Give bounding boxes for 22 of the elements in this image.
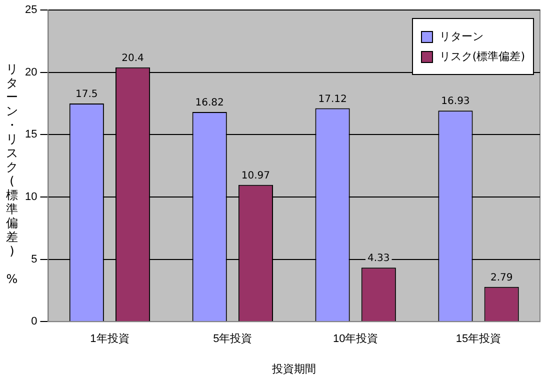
data-label: 17.12 [318,94,347,105]
text: リターン・リスク(標準偏差) % [6,62,18,286]
data-label: 10.97 [241,170,270,182]
y-tick-label: 5 [31,253,38,266]
y-tick-label: 20 [24,66,38,78]
x-tick-label: 15年投資 [456,333,502,346]
data-label: 16.93 [441,96,470,108]
x-axis-title: 投資期間 [271,363,316,376]
data-label: 16.82 [195,98,224,109]
y-tick-label: 10 [24,190,38,203]
x-tick-label: 1年投資 [90,333,130,346]
x-tick-label: 5年投資 [213,333,252,346]
y-tick-label: 15 [24,128,38,141]
data-label: 4.33 [368,253,390,264]
x-tick-label: 10年投資 [332,333,378,346]
legend-label: リターン [438,29,484,44]
y-tick-label: 0 [31,316,38,328]
data-label: 20.4 [122,52,144,64]
legend-label: リスク(標準偏差) [438,49,525,64]
y-tick-label: 25 [24,4,38,16]
data-label: 2.79 [490,272,513,284]
data-label: 17.5 [76,89,98,100]
